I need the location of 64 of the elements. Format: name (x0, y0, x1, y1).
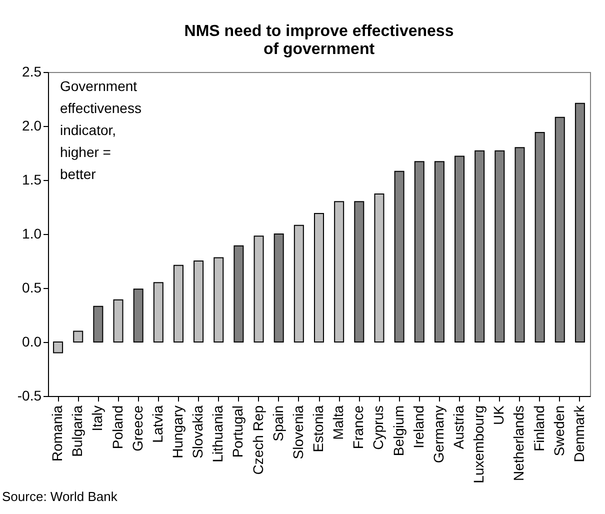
bar (214, 257, 224, 342)
bar (234, 245, 244, 342)
x-tick-label: Czech Rep (250, 405, 266, 475)
bar (474, 150, 485, 342)
x-tick-label: Netherlands (510, 406, 527, 481)
bar (314, 212, 324, 342)
bar (334, 201, 344, 342)
x-tick-label: Lithuania (210, 405, 226, 462)
bar (113, 299, 124, 342)
x-tick-label: Spain (270, 406, 286, 442)
x-tick-label: Romania (49, 405, 66, 462)
bar (494, 150, 505, 342)
x-tick-label: Sweden (550, 406, 567, 456)
bar (173, 264, 184, 342)
x-tick-label: Germany (430, 406, 446, 464)
x-tick-label: UK (490, 404, 507, 425)
bar (414, 161, 424, 342)
x-tick-label: Cyprus (370, 406, 386, 450)
x-tick-label: Malta (330, 405, 346, 440)
y-tick-label: 0.5 (22, 280, 42, 296)
bar (554, 116, 565, 342)
x-tick-label: Greece (129, 405, 146, 452)
x-tick-label: Italy (89, 406, 106, 432)
bar (354, 201, 364, 342)
x-tick-label: Ireland (410, 406, 426, 448)
bar (93, 306, 104, 342)
x-tick-label: Belgium (390, 406, 406, 456)
x-tick-label: Luxembourg (470, 406, 487, 484)
y-tick-label: 2.0 (22, 118, 42, 134)
bar (394, 170, 404, 342)
x-tick-label: Finland (530, 406, 547, 452)
bar (574, 102, 585, 342)
x-tick-label: Estonia (310, 405, 326, 452)
bar (53, 342, 64, 354)
x-tick-label: Slovakia (190, 405, 206, 458)
x-tick-label: Denmark (570, 404, 587, 462)
y-tick-label: 1.0 (22, 226, 42, 242)
x-tick-label: Hungary (169, 406, 186, 458)
y-tick-label: 2.5 (22, 64, 42, 80)
bar (454, 156, 465, 342)
x-tick-label: Austria (450, 405, 467, 450)
bar (194, 260, 204, 342)
x-tick-label: Portugal (230, 406, 246, 458)
bar (133, 288, 144, 342)
bar (534, 132, 545, 342)
bar (294, 224, 304, 342)
x-tick-label: Bulgaria (69, 405, 86, 457)
bar (274, 234, 284, 342)
bar (153, 282, 164, 342)
chart-title: NMS need to improve effectiveness of government (184, 23, 454, 58)
bar (254, 236, 264, 342)
bar (434, 161, 444, 342)
x-tick-label: France (350, 405, 366, 450)
y-tick-label: 0.0 (22, 334, 42, 350)
y-tick-label: 1.5 (22, 172, 42, 188)
bar (514, 147, 525, 342)
bar (374, 194, 384, 342)
annotation: Government effectiveness indicator, higher = better (60, 78, 142, 182)
source-note: Source: World Bank (2, 489, 118, 504)
y-tick-label: -0.5 (17, 388, 42, 404)
bar (73, 330, 84, 342)
x-tick-label: Latvia (149, 405, 166, 443)
x-tick-label: Poland (109, 406, 126, 450)
x-tick-label: Slovenia (290, 405, 306, 460)
